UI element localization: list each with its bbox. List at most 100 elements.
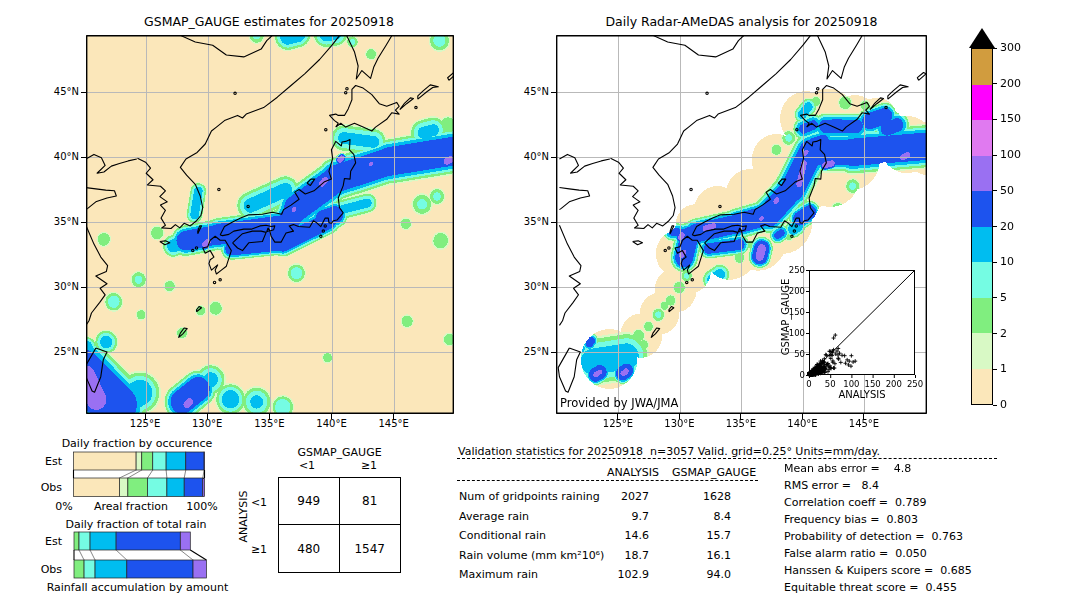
lat-tick-mark — [551, 287, 556, 288]
colorbar-tick-mark — [993, 155, 997, 156]
lon-tick-label: 125°E — [125, 418, 165, 429]
inset-x-tick-label: 250 — [903, 379, 927, 389]
colorbar-tick-mark — [993, 190, 997, 191]
colorbar-tick-label: 50 — [1000, 184, 1030, 197]
colorbar-tick-mark — [993, 297, 997, 298]
colorbar-tick-label: 200 — [1000, 77, 1030, 90]
lon-tick-label: 135°E — [249, 418, 289, 429]
colorbar-segment — [972, 227, 992, 263]
gsmap-map-canvas — [86, 35, 454, 414]
lon-tick-label: 135°E — [721, 418, 761, 429]
colorbar-tick-mark — [993, 333, 997, 334]
validation-row-gsmap: 8.4 — [671, 510, 731, 523]
validation-row-gsmap: 16.1 — [671, 549, 731, 562]
contingency-row-label-ge1: ≥1 — [244, 543, 274, 556]
colorbar-tick-mark — [993, 405, 997, 406]
colorbar-tick-label: 5 — [1000, 291, 1030, 304]
colorbar-tick-mark — [993, 369, 997, 370]
lon-tick-mark — [679, 414, 680, 419]
lon-tick-mark — [617, 414, 618, 419]
lat-tick-mark — [551, 92, 556, 93]
validation-row-analysis: 102.9 — [589, 568, 649, 581]
lon-tick-mark — [269, 414, 270, 419]
contingency-cell: 1547 — [340, 525, 401, 572]
lon-tick-label: 130°E — [659, 418, 699, 429]
colorbar-tick-label: 1 — [1000, 362, 1030, 375]
validation-title-underline — [457, 458, 997, 459]
colorbar-tick-label: 100 — [1000, 148, 1030, 161]
contingency-col-title: GSMAP_GAUGE — [279, 446, 400, 459]
lat-tick-label: 45°N — [511, 86, 549, 97]
colorbar-tick-mark — [993, 83, 997, 84]
lat-tick-mark — [81, 92, 86, 93]
colorbar-segment — [972, 49, 992, 85]
colorbar-segment — [972, 298, 992, 334]
lon-tick-label: 125°E — [598, 418, 638, 429]
validation-title: Validation statistics for 20250918 n=305… — [458, 445, 880, 458]
colorbar-tick-mark — [993, 262, 997, 263]
lat-tick-label: 25°N — [41, 346, 79, 357]
validation-col-analysis: ANALYSIS — [593, 466, 673, 479]
lat-tick-label: 30°N — [511, 281, 549, 292]
lon-tick-mark — [145, 414, 146, 419]
lat-tick-label: 45°N — [41, 86, 79, 97]
validation-row-analysis: 9.7 — [589, 510, 649, 523]
contingency-cell: 81 — [340, 478, 401, 525]
inset-xlabel: ANALYSIS — [812, 389, 912, 400]
colorbar-tick-mark — [993, 226, 997, 227]
lon-tick-mark — [740, 414, 741, 419]
validation-header-underline — [457, 480, 758, 481]
colorbar-segment — [972, 333, 992, 369]
lon-tick-mark — [207, 414, 208, 419]
score-line: Correlation coeff = 0.789 — [784, 496, 926, 509]
lat-tick-mark — [551, 157, 556, 158]
right-map-title: Daily Radar-AMeDAS analysis for 20250918 — [556, 14, 927, 29]
colorbar-segment — [972, 156, 992, 192]
lon-tick-mark — [393, 414, 394, 419]
colorbar-segment — [972, 85, 992, 121]
lon-tick-mark — [802, 414, 803, 419]
colorbar-tick-label: 10 — [1000, 255, 1030, 268]
colorbar-tick-label: 2 — [1000, 327, 1030, 340]
figure-page: GSMAP_GAUGE estimates for 20250918 Daily… — [0, 0, 1080, 612]
score-line: RMS error = 8.4 — [784, 479, 879, 492]
validation-col-gsmap: GSMAP_GAUGE — [666, 466, 762, 479]
colorbar-over-triangle — [969, 28, 995, 48]
lat-tick-label: 35°N — [511, 216, 549, 227]
lat-tick-mark — [81, 222, 86, 223]
score-line: Frequency bias = 0.803 — [784, 513, 918, 526]
lat-tick-label: 40°N — [511, 151, 549, 162]
left-map-title: GSMAP_GAUGE estimates for 20250918 — [85, 14, 453, 29]
validation-row-label: Rain volume (mm km²10⁶) — [459, 549, 604, 562]
lat-tick-label: 35°N — [41, 216, 79, 227]
lat-tick-mark — [551, 352, 556, 353]
contingency-row-label-lt1: <1 — [244, 496, 274, 509]
lon-tick-mark — [863, 414, 864, 419]
lon-tick-label: 140°E — [312, 418, 352, 429]
lon-tick-mark — [331, 414, 332, 419]
validation-row-gsmap: 94.0 — [671, 568, 731, 581]
colorbar-tick-label: 300 — [1000, 41, 1030, 54]
lat-tick-label: 25°N — [511, 346, 549, 357]
score-line: Mean abs error = 4.8 — [784, 462, 911, 475]
lon-tick-label: 145°E — [844, 418, 884, 429]
lat-tick-mark — [81, 157, 86, 158]
contingency-table: 949814801547 — [278, 477, 401, 573]
colorbar-tick-label: 0 — [1000, 398, 1030, 411]
score-line: Equitable threat score = 0.455 — [784, 581, 957, 594]
contingency-col-label-lt1: <1 — [287, 459, 327, 472]
validation-row-analysis: 14.6 — [589, 529, 649, 542]
colorbar-tick-label: 150 — [1000, 112, 1030, 125]
validation-row-label: Conditional rain — [459, 529, 546, 542]
score-line: Probability of detection = 0.763 — [784, 530, 963, 543]
validation-row-label: Average rain — [459, 510, 529, 523]
validation-row-gsmap: 1628 — [671, 490, 731, 503]
validation-row-label: Maximum rain — [459, 568, 538, 581]
score-line: Hanssen & Kuipers score = 0.685 — [784, 564, 972, 577]
validation-row-label: Num of gridpoints raining — [459, 490, 600, 503]
inset-ylabel: GSMAP_GAUGE — [780, 262, 791, 372]
contingency-cell: 949 — [279, 478, 340, 525]
lat-tick-label: 30°N — [41, 281, 79, 292]
colorbar-segment — [972, 191, 992, 227]
colorbar-segment — [972, 369, 992, 405]
